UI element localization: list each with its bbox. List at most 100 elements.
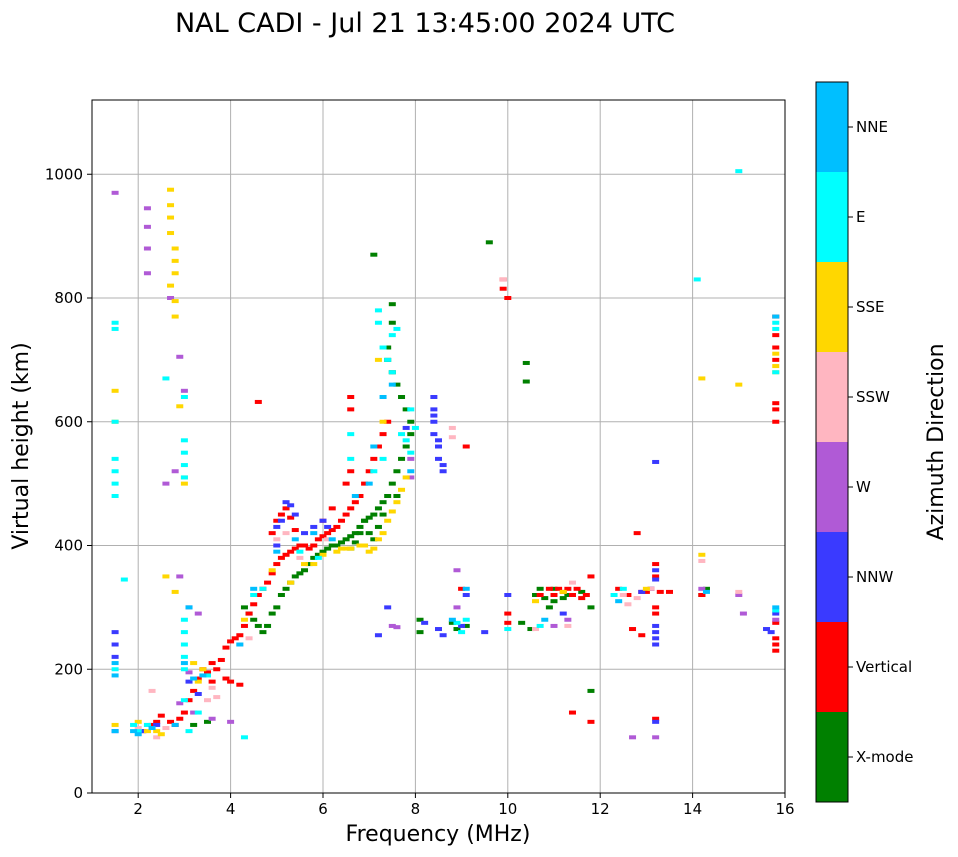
data-point-sse xyxy=(347,546,355,551)
data-point-vertical xyxy=(227,679,235,684)
data-point-e xyxy=(111,456,119,461)
data-point-x-mode xyxy=(384,494,392,498)
data-point-nne xyxy=(407,469,415,474)
data-point-x-mode xyxy=(407,432,415,437)
data-point-nne xyxy=(291,537,299,542)
colorbar-label: Azimuth Direction xyxy=(924,343,949,540)
data-point-x-mode xyxy=(462,623,470,628)
data-point-x-mode xyxy=(398,456,406,461)
x-axis-label: Frequency (MHz) xyxy=(346,822,531,847)
data-point-e xyxy=(693,277,701,282)
data-point-ssw xyxy=(273,537,281,542)
data-point-nne xyxy=(541,617,549,622)
data-point-sse xyxy=(301,562,309,567)
data-point-e xyxy=(111,419,119,424)
data-point-vertical xyxy=(536,593,544,597)
data-point-e xyxy=(370,469,378,474)
data-point-ssw xyxy=(568,580,576,585)
data-point-vertical xyxy=(245,611,253,616)
data-point-x-mode xyxy=(356,531,364,536)
data-point-vertical xyxy=(240,623,248,628)
data-point-vertical xyxy=(462,444,470,449)
data-point-x-mode xyxy=(370,512,378,517)
colorbar-segment-nnw xyxy=(816,532,848,622)
data-point-nne xyxy=(328,537,336,542)
data-point-vertical xyxy=(772,620,780,625)
data-point-x-mode xyxy=(379,512,387,517)
data-point-nnw xyxy=(111,654,119,659)
data-point-ssw xyxy=(619,593,627,597)
data-point-vertical xyxy=(167,719,175,724)
data-point-sse xyxy=(361,543,369,548)
data-point-sse xyxy=(171,299,179,304)
data-point-e xyxy=(772,326,780,331)
data-point-x-mode xyxy=(282,586,290,591)
data-point-ssw xyxy=(282,531,290,536)
data-point-vertical xyxy=(287,549,295,554)
data-point-nnw xyxy=(652,568,660,573)
data-point-ssw xyxy=(162,726,170,731)
data-point-vertical xyxy=(772,333,780,338)
data-point-ssw xyxy=(624,602,632,607)
data-point-w xyxy=(171,469,179,474)
data-point-sse xyxy=(153,729,161,734)
data-point-w xyxy=(393,625,401,630)
data-point-x-mode xyxy=(702,586,710,591)
y-tick-label: 200 xyxy=(54,660,83,678)
data-point-nne xyxy=(148,726,156,731)
data-point-ssw xyxy=(324,537,332,542)
data-point-e xyxy=(143,722,151,727)
data-point-vertical xyxy=(213,667,221,672)
data-point-e xyxy=(180,654,188,659)
data-point-x-mode xyxy=(564,593,572,597)
colorbar-segment-ssw xyxy=(816,352,848,442)
data-point-vertical xyxy=(157,713,165,718)
data-point-nnw xyxy=(287,503,295,508)
data-point-x-mode xyxy=(190,722,198,727)
data-point-sse xyxy=(167,215,175,220)
data-point-e xyxy=(111,469,119,474)
data-point-nnw xyxy=(111,642,119,647)
colorbar-tick-label: Vertical xyxy=(856,658,912,676)
x-axis: 2 4 6 8 10 12 14 16 xyxy=(133,793,795,818)
data-point-vertical xyxy=(347,407,355,412)
data-point-vertical xyxy=(656,589,664,594)
data-point-x-mode xyxy=(541,596,549,601)
data-point-vertical xyxy=(148,722,156,727)
data-point-vertical xyxy=(772,419,780,424)
data-point-nnw xyxy=(763,627,771,632)
data-point-vertical xyxy=(642,589,650,594)
data-point-e xyxy=(347,432,355,437)
data-point-vertical xyxy=(638,633,646,638)
data-point-vertical xyxy=(254,399,262,404)
data-point-e xyxy=(259,586,267,591)
data-point-vertical xyxy=(499,286,507,291)
data-point-x-mode xyxy=(407,419,415,424)
data-point-e xyxy=(180,630,188,635)
data-point-sse xyxy=(379,531,387,536)
data-point-nnw xyxy=(652,719,660,724)
data-point-vertical xyxy=(222,676,230,681)
data-point-vertical xyxy=(772,357,780,362)
data-point-nnw xyxy=(194,692,202,696)
data-point-vertical xyxy=(328,528,336,533)
data-point-w xyxy=(111,190,119,195)
data-point-e xyxy=(111,494,119,498)
data-point-x-mode xyxy=(522,379,530,384)
data-point-x-mode xyxy=(379,500,387,505)
data-point-nnw xyxy=(301,531,309,536)
data-point-nnw xyxy=(652,636,660,641)
data-point-vertical xyxy=(273,562,281,567)
data-point-x-mode xyxy=(204,719,211,724)
data-point-vertical xyxy=(180,710,188,715)
data-point-e xyxy=(374,308,382,313)
y-tick-label: 1000 xyxy=(45,165,83,183)
data-point-w xyxy=(453,568,461,573)
data-point-nnw xyxy=(310,524,318,529)
data-point-vertical xyxy=(282,506,290,511)
data-point-nnw xyxy=(439,469,447,474)
data-point-x-mode xyxy=(536,586,544,591)
data-point-sse xyxy=(111,388,119,393)
data-point-x-mode xyxy=(522,360,530,365)
